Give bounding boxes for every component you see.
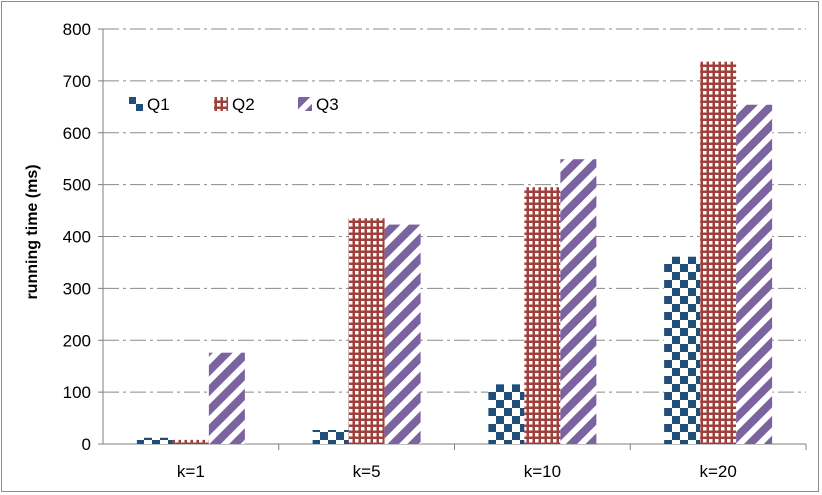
y-tick-label: 500 (63, 176, 91, 195)
bar-q3-k20 (736, 104, 773, 445)
legend-label-q2: Q2 (232, 95, 255, 114)
bar-q1-k20 (664, 256, 701, 444)
x-tick-label: k=1 (177, 462, 205, 481)
bar-q1-k5 (312, 429, 349, 444)
legend-swatch-q1 (129, 97, 143, 111)
legend-label-q3: Q3 (316, 95, 339, 114)
bar-q2-k5 (348, 218, 385, 444)
legend-label-q1: Q1 (147, 95, 170, 114)
y-axis-label: running time (ms) (24, 164, 41, 299)
y-tick-label: 800 (63, 20, 91, 39)
x-tick-label: k=20 (699, 462, 736, 481)
y-tick-label: 300 (63, 279, 91, 298)
legend: Q1 Q2 Q3 (129, 95, 339, 114)
bar-q1-k1 (136, 437, 173, 444)
y-tick-label: 600 (63, 124, 91, 143)
y-tick-label: 700 (63, 72, 91, 91)
bar-q3-k1 (208, 352, 245, 444)
y-tick-label: 200 (63, 331, 91, 350)
tick-labels: 0 100 200 300 400 500 600 700 800 k=1 k=5 k=10 k=20 (63, 20, 737, 481)
legend-swatch-q3 (298, 97, 312, 111)
bar-q2-k1 (172, 439, 209, 444)
x-tick-label: k=5 (353, 462, 381, 481)
y-tick-label: 0 (82, 435, 91, 454)
bar-q3-k10 (560, 159, 597, 445)
y-tick-label: 100 (63, 383, 91, 402)
x-tick-label: k=10 (524, 462, 561, 481)
bar-q1-k10 (488, 384, 525, 444)
bars (136, 61, 773, 445)
y-tick-label: 400 (63, 228, 91, 247)
bar-q2-k10 (524, 187, 561, 444)
bar-q3-k5 (384, 224, 421, 444)
legend-swatch-q2 (214, 97, 228, 111)
bar-q2-k20 (700, 61, 737, 445)
